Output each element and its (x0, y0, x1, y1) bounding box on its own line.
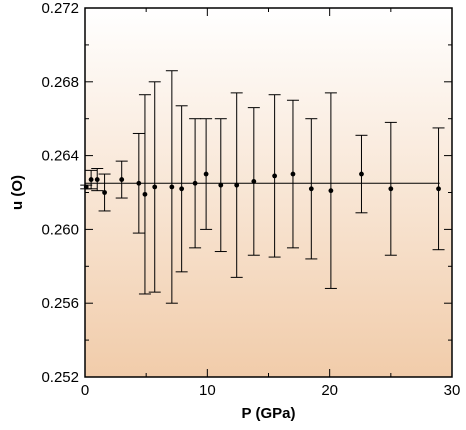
plot-frame (84, 7, 453, 378)
data-point (192, 180, 198, 186)
data-point (169, 184, 175, 190)
data-point (328, 188, 334, 194)
y-tick-label: 0.256 (41, 295, 79, 312)
data-point (102, 190, 107, 195)
x-tick-label: 30 (444, 382, 461, 399)
data-point (88, 177, 94, 182)
data-point (179, 186, 185, 192)
y-tick-label: 0.264 (41, 148, 79, 165)
data-point (290, 171, 296, 177)
x-axis-title: P (GPa) (242, 405, 296, 422)
data-point (203, 171, 209, 177)
y-tick-label: 0.260 (41, 221, 79, 238)
data-point (436, 186, 441, 192)
y-axis-title: u (O) (9, 175, 26, 210)
data-point (308, 186, 314, 192)
data-point (388, 186, 394, 192)
x-tick-label: 10 (199, 382, 216, 399)
data-point (251, 179, 257, 184)
data-points (83, 171, 441, 197)
data-point (272, 173, 278, 179)
data-point (234, 182, 240, 188)
data-point (152, 184, 158, 190)
data-point (142, 191, 148, 197)
x-tick-label: 20 (321, 382, 338, 399)
y-tick-label: 0.268 (41, 74, 79, 91)
y-tick-label: 0.252 (41, 369, 79, 386)
data-point (119, 177, 125, 182)
data-point (94, 177, 100, 182)
y-tick-label: 0.272 (41, 0, 79, 17)
data-point (359, 171, 364, 177)
data-point (218, 182, 224, 188)
plot-area (85, 8, 452, 377)
tick-labels: 0.252 0.256 0.260 0.264 0.268 0.272 0 10 20 30 (41, 0, 460, 399)
data-point (136, 180, 142, 186)
x-tick-label: 0 (81, 382, 89, 399)
